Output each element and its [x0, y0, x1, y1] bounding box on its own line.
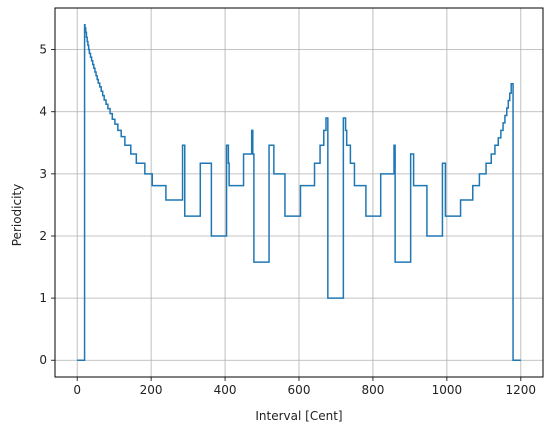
x-tick-label: 1200	[506, 383, 537, 397]
x-tick-label: 800	[361, 383, 384, 397]
periodicity-series-line	[77, 24, 521, 361]
grid-lines	[55, 8, 543, 377]
y-tick-label: 4	[39, 105, 47, 119]
y-tick-label: 1	[39, 291, 47, 305]
x-axis-ticks: 0 200 400 600 800 1000 1200	[73, 377, 536, 397]
y-tick-label: 0	[39, 353, 47, 367]
x-tick-label: 0	[73, 383, 81, 397]
y-tick-label: 5	[39, 43, 47, 57]
y-axis-ticks: 0 1 2 3 4 5	[39, 43, 55, 367]
x-tick-label: 400	[214, 383, 237, 397]
x-tick-label: 200	[140, 383, 163, 397]
y-tick-label: 2	[39, 229, 47, 243]
y-tick-label: 3	[39, 167, 47, 181]
x-axis-label: Interval [Cent]	[255, 409, 342, 423]
y-axis-label: Periodicity	[10, 184, 24, 247]
x-tick-label: 1000	[432, 383, 463, 397]
x-tick-label: 600	[288, 383, 311, 397]
